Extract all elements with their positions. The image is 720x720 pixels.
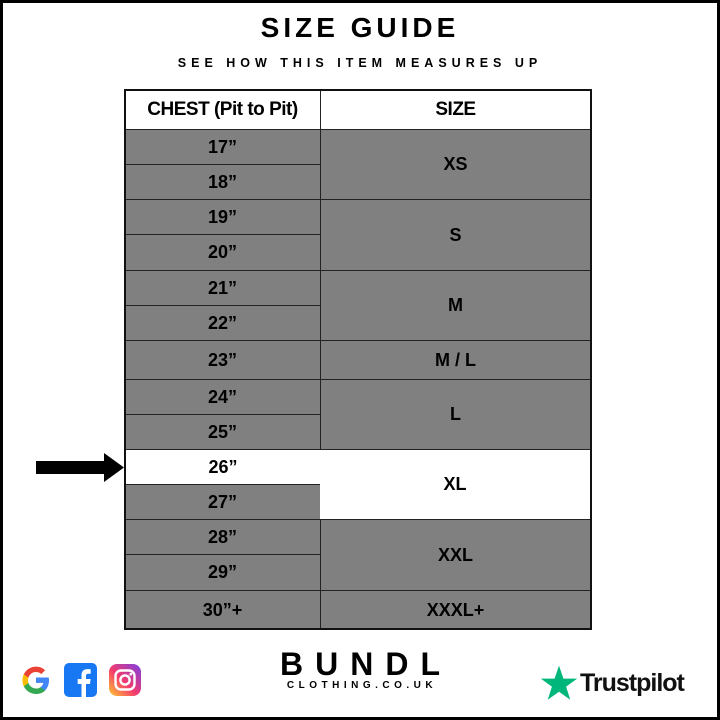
page-subtitle: SEE HOW THIS ITEM MEASURES UP: [177, 56, 543, 70]
instagram-icon[interactable]: [109, 664, 141, 696]
brand-website: CLOTHING.CO.UK: [286, 680, 438, 691]
chest-cell: 19”: [124, 199, 321, 235]
size-cell-highlighted: XL: [320, 449, 591, 520]
size-cell: S: [320, 199, 591, 271]
chest-cell: 18”: [124, 164, 321, 200]
chest-cell-highlighted: 26”: [124, 449, 321, 485]
chest-cell: 25”: [124, 414, 321, 450]
size-cell: XXXL+: [320, 590, 591, 630]
facebook-icon[interactable]: [64, 663, 97, 697]
column-header-size: SIZE: [320, 89, 591, 130]
chest-cell: 17”: [124, 129, 321, 165]
brand-name: BUNDL: [280, 646, 452, 682]
trustpilot-logo[interactable]: Trustpilot: [540, 664, 685, 702]
size-cell: M / L: [320, 340, 591, 380]
page-title: SIZE GUIDE: [260, 12, 460, 43]
google-icon[interactable]: [20, 663, 52, 697]
column-header-chest: CHEST (Pit to Pit): [124, 89, 321, 130]
chest-cell: 27”: [124, 484, 321, 520]
social-icons: [20, 663, 141, 697]
trustpilot-text: Trustpilot: [580, 668, 685, 697]
brand-logo: BUNDL CLOTHING.CO.UK: [0, 648, 720, 691]
chest-cell: 28”: [124, 519, 321, 555]
chest-cell: 23”: [124, 340, 321, 380]
size-cell: M: [320, 270, 591, 341]
arrow-right-icon: [36, 453, 124, 482]
trustpilot-star-icon: [540, 665, 578, 700]
size-cell: L: [320, 379, 591, 450]
chest-cell: 30”+: [124, 590, 321, 630]
chest-cell: 21”: [124, 270, 321, 306]
size-cell: XS: [320, 129, 591, 200]
chest-cell: 24”: [124, 379, 321, 415]
chest-cell: 29”: [124, 554, 321, 591]
size-cell: XXL: [320, 519, 591, 591]
chest-cell: 20”: [124, 234, 321, 271]
chest-cell: 22”: [124, 305, 321, 341]
